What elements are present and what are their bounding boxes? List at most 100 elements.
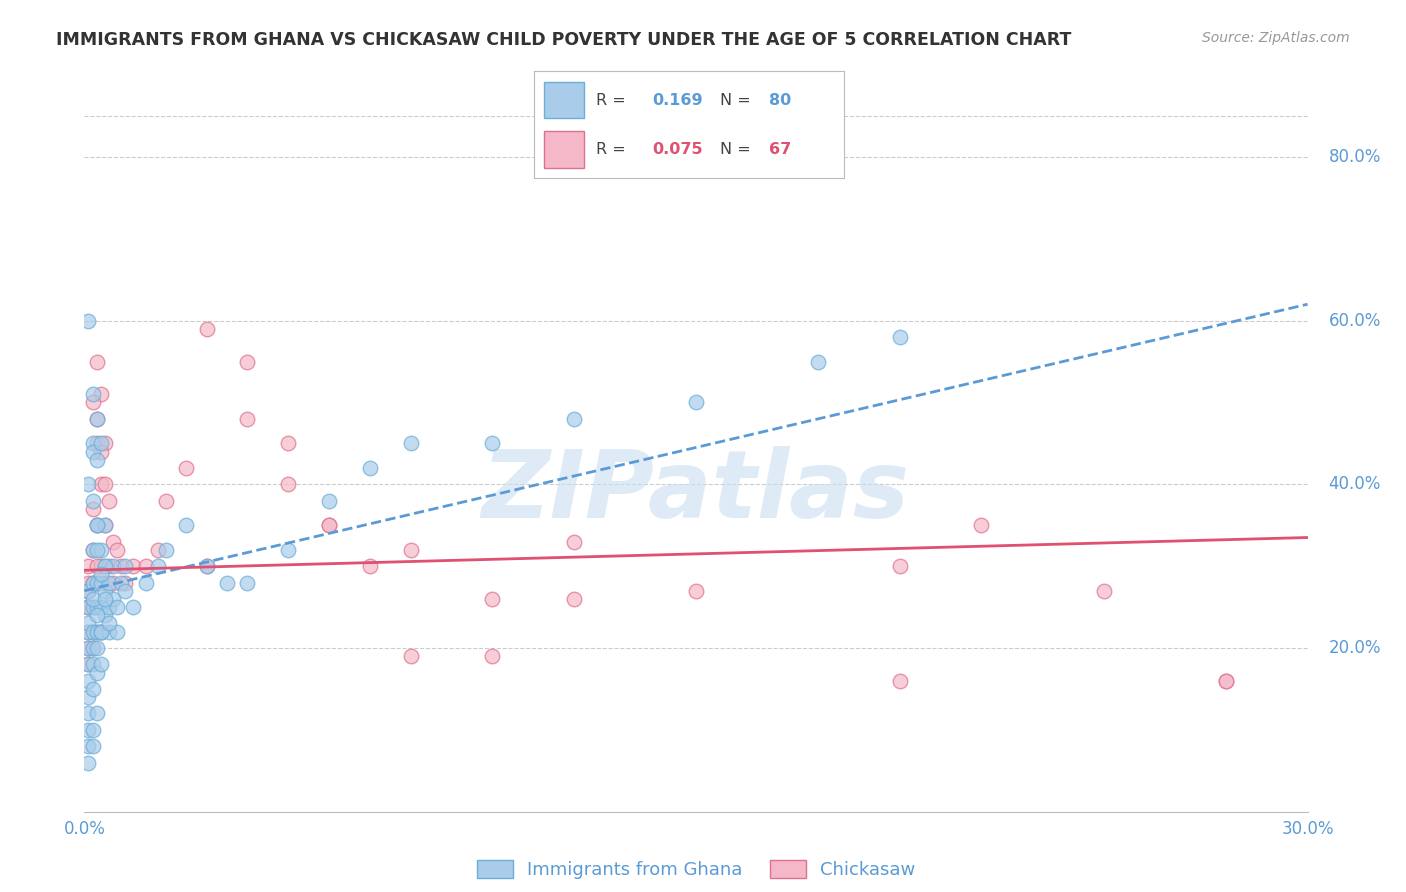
Point bbox=[562, 412, 585, 426]
Point bbox=[97, 493, 120, 508]
Point bbox=[82, 493, 104, 508]
Point bbox=[105, 624, 128, 639]
Point bbox=[86, 518, 108, 533]
Point bbox=[82, 444, 104, 458]
Point bbox=[481, 649, 503, 664]
Point bbox=[82, 575, 104, 590]
Point bbox=[90, 567, 112, 582]
Point bbox=[90, 624, 112, 639]
Point bbox=[86, 436, 108, 450]
Point bbox=[82, 739, 104, 754]
Text: 60.0%: 60.0% bbox=[1329, 311, 1381, 330]
Point bbox=[90, 436, 112, 450]
Point bbox=[86, 665, 108, 680]
Point bbox=[86, 608, 108, 623]
Point bbox=[86, 452, 108, 467]
Point bbox=[82, 657, 104, 672]
Point bbox=[77, 723, 100, 737]
Point bbox=[114, 575, 136, 590]
Text: 20.0%: 20.0% bbox=[1329, 639, 1381, 657]
Point bbox=[359, 461, 381, 475]
Point bbox=[93, 575, 115, 590]
Point bbox=[77, 657, 100, 672]
Point bbox=[86, 354, 108, 368]
Text: N =: N = bbox=[720, 93, 756, 108]
Point bbox=[889, 559, 911, 574]
Point bbox=[77, 739, 100, 754]
Point bbox=[82, 640, 104, 655]
Point bbox=[277, 436, 299, 450]
Point bbox=[82, 575, 104, 590]
Point bbox=[86, 542, 108, 557]
Point bbox=[77, 624, 100, 639]
Point bbox=[77, 559, 100, 574]
Point bbox=[195, 559, 218, 574]
Point bbox=[82, 640, 104, 655]
Point bbox=[86, 518, 108, 533]
Point bbox=[86, 624, 108, 639]
Point bbox=[562, 534, 585, 549]
Point bbox=[146, 559, 169, 574]
Point bbox=[82, 436, 104, 450]
Point bbox=[101, 534, 124, 549]
Point bbox=[77, 600, 100, 615]
Point bbox=[90, 657, 112, 672]
Point bbox=[110, 575, 132, 590]
Point bbox=[82, 387, 104, 401]
Point bbox=[970, 518, 993, 533]
Point bbox=[101, 591, 124, 606]
Point bbox=[195, 322, 218, 336]
Point bbox=[105, 542, 128, 557]
Point bbox=[77, 640, 100, 655]
Point bbox=[93, 608, 115, 623]
Point bbox=[685, 583, 707, 598]
Point bbox=[90, 575, 112, 590]
Point bbox=[93, 591, 115, 606]
Point bbox=[86, 518, 108, 533]
Point bbox=[105, 600, 128, 615]
Point bbox=[82, 395, 104, 409]
Point bbox=[82, 723, 104, 737]
Point bbox=[155, 542, 177, 557]
Point bbox=[77, 616, 100, 631]
Point bbox=[236, 412, 259, 426]
Point bbox=[1215, 673, 1237, 688]
Point bbox=[90, 559, 112, 574]
Point bbox=[82, 600, 104, 615]
Point bbox=[1215, 673, 1237, 688]
Point bbox=[82, 624, 104, 639]
Point bbox=[86, 575, 108, 590]
Text: 0.075: 0.075 bbox=[652, 142, 703, 157]
Point bbox=[90, 444, 112, 458]
Point bbox=[90, 624, 112, 639]
Point bbox=[135, 575, 157, 590]
Point bbox=[318, 493, 340, 508]
Point bbox=[97, 559, 120, 574]
Point bbox=[86, 706, 108, 721]
Point bbox=[82, 501, 104, 516]
Point bbox=[77, 657, 100, 672]
Point bbox=[86, 600, 108, 615]
Point bbox=[889, 673, 911, 688]
Point bbox=[93, 559, 115, 574]
Point bbox=[481, 591, 503, 606]
Point bbox=[97, 600, 120, 615]
Point bbox=[97, 616, 120, 631]
Point bbox=[174, 518, 197, 533]
Point bbox=[101, 575, 124, 590]
Point bbox=[90, 600, 112, 615]
Point bbox=[277, 542, 299, 557]
Point bbox=[399, 542, 422, 557]
Text: 80: 80 bbox=[769, 93, 792, 108]
Point bbox=[86, 412, 108, 426]
Point bbox=[236, 354, 259, 368]
Point bbox=[135, 559, 157, 574]
Text: 80.0%: 80.0% bbox=[1329, 148, 1381, 166]
Point bbox=[481, 436, 503, 450]
Point bbox=[82, 624, 104, 639]
Point bbox=[77, 575, 100, 590]
Point bbox=[399, 436, 422, 450]
Text: R =: R = bbox=[596, 142, 631, 157]
Point bbox=[86, 412, 108, 426]
Point bbox=[82, 542, 104, 557]
